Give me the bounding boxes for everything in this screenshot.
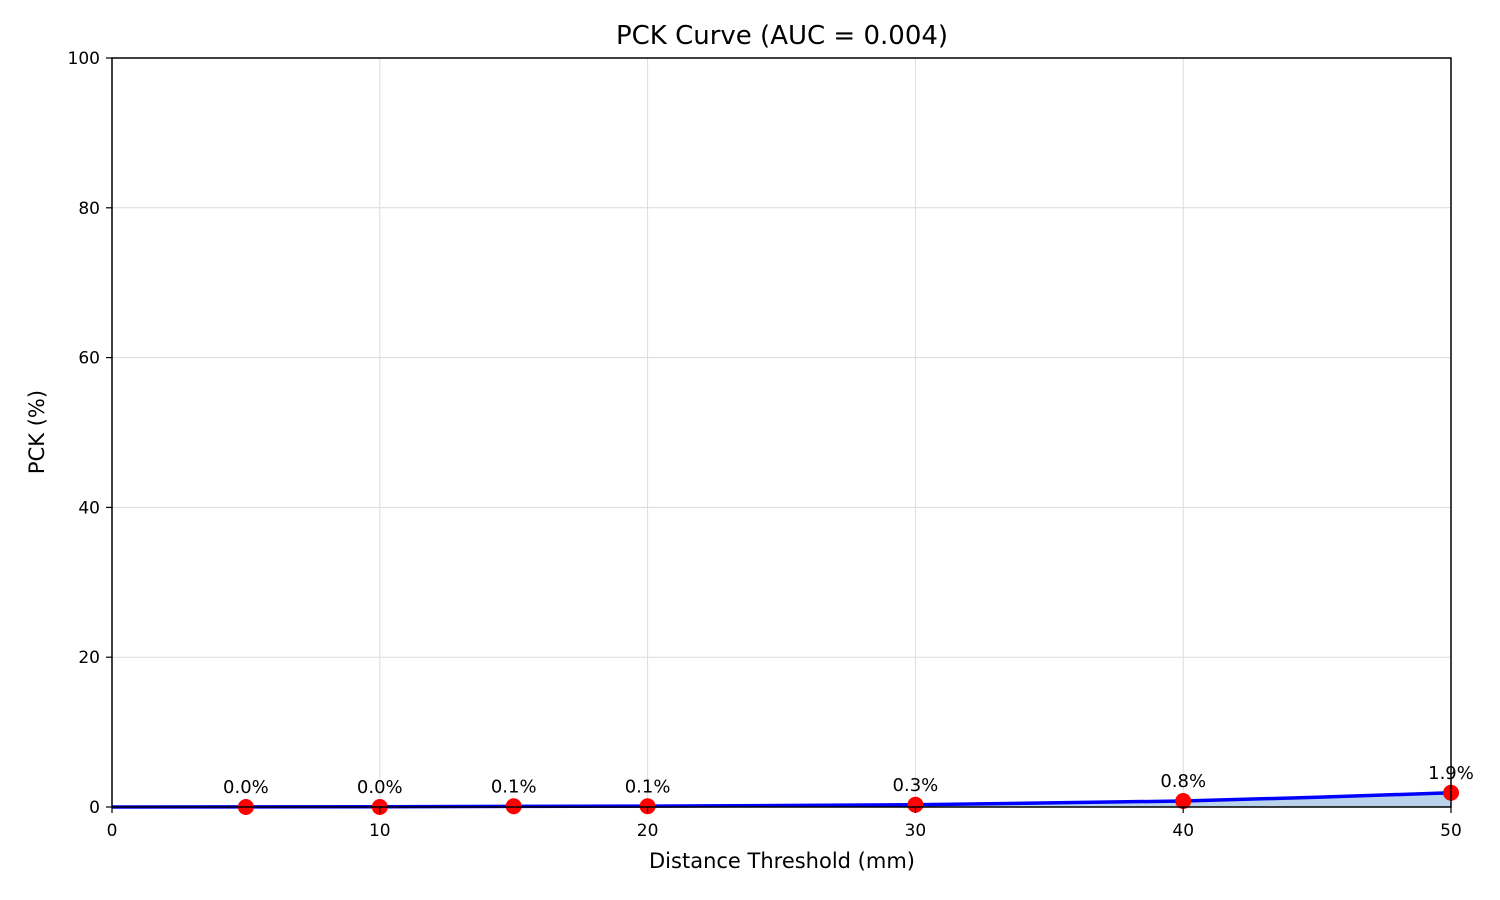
- plot-frame: [111, 57, 1452, 808]
- data-label: 0.0%: [223, 777, 269, 798]
- chart-title: PCK Curve (AUC = 0.004): [616, 21, 948, 51]
- grid: [111, 57, 1452, 808]
- data-label: 0.8%: [1160, 771, 1206, 792]
- x-tick-label: 10: [369, 821, 391, 841]
- y-tick-label: 80: [78, 199, 100, 219]
- y-tick-label: 20: [78, 648, 100, 668]
- y-tick-label: 60: [78, 349, 100, 369]
- x-tick-label: 20: [637, 821, 659, 841]
- x-axis-label: Distance Threshold (mm): [649, 849, 915, 873]
- y-axis-label: PCK (%): [25, 390, 49, 474]
- y-tick-label: 0: [89, 798, 100, 818]
- x-tick-label: 0: [107, 821, 118, 841]
- data-point: [907, 796, 924, 813]
- x-tick-label: 30: [905, 821, 927, 841]
- data-label: 0.1%: [491, 776, 537, 797]
- data-label: 0.3%: [893, 775, 939, 796]
- data-label: 0.0%: [357, 777, 403, 798]
- y-tick-label: 40: [78, 498, 100, 518]
- x-tick-label: 40: [1172, 821, 1194, 841]
- data-point: [1175, 793, 1192, 810]
- x-tick-label: 50: [1440, 821, 1462, 841]
- ticks: 0 10 20 30 40 50 0 20 40 60 80 100: [68, 49, 1462, 841]
- y-tick-label: 100: [68, 49, 100, 69]
- data-label: 0.1%: [625, 776, 671, 797]
- data-labels: 0.0% 0.0% 0.1% 0.1% 0.3% 0.8% 1.9%: [223, 763, 1474, 798]
